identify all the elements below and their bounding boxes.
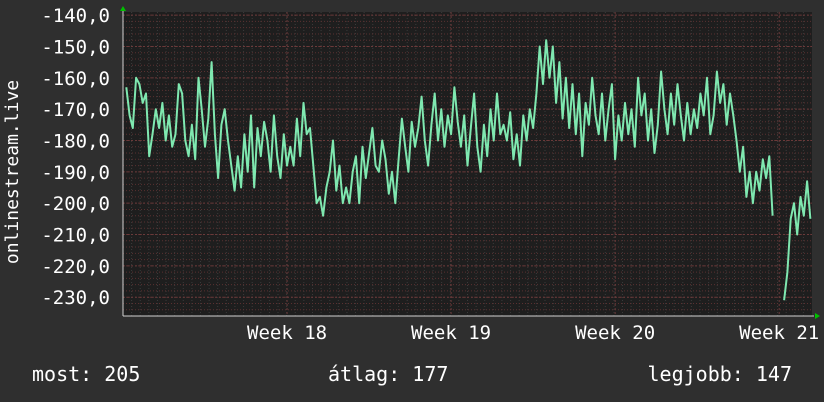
x-tick-label: Week 21 bbox=[739, 322, 819, 344]
y-tick-label: -190,0 bbox=[41, 162, 110, 184]
y-axis-label: onlinestream.live bbox=[2, 80, 23, 264]
stat-current: most: 205 bbox=[32, 362, 141, 386]
series-line bbox=[783, 180, 812, 301]
y-tick-label: -170,0 bbox=[41, 99, 110, 121]
series-line bbox=[125, 39, 774, 217]
stats-footer: most: 205 átlag: 177 legjobb: 147 bbox=[0, 362, 824, 390]
y-tick-label: -200,0 bbox=[41, 193, 110, 215]
y-tick-label: -150,0 bbox=[41, 36, 110, 58]
x-axis-arrow bbox=[815, 313, 820, 319]
y-tick-label: -210,0 bbox=[41, 225, 110, 247]
stat-best: legjobb: 147 bbox=[647, 362, 793, 386]
stat-average: átlag: 177 bbox=[328, 362, 449, 386]
x-tick-label: Week 20 bbox=[575, 322, 655, 344]
x-tick-label: Week 18 bbox=[247, 322, 327, 344]
y-tick-label: -180,0 bbox=[41, 130, 110, 152]
y-tick-label: -140,0 bbox=[41, 5, 110, 27]
y-tick-label: -220,0 bbox=[41, 256, 110, 278]
y-tick-label: -230,0 bbox=[41, 287, 110, 309]
y-axis-arrow bbox=[120, 6, 126, 11]
y-tick-label: -160,0 bbox=[41, 68, 110, 90]
x-tick-label: Week 19 bbox=[411, 322, 491, 344]
